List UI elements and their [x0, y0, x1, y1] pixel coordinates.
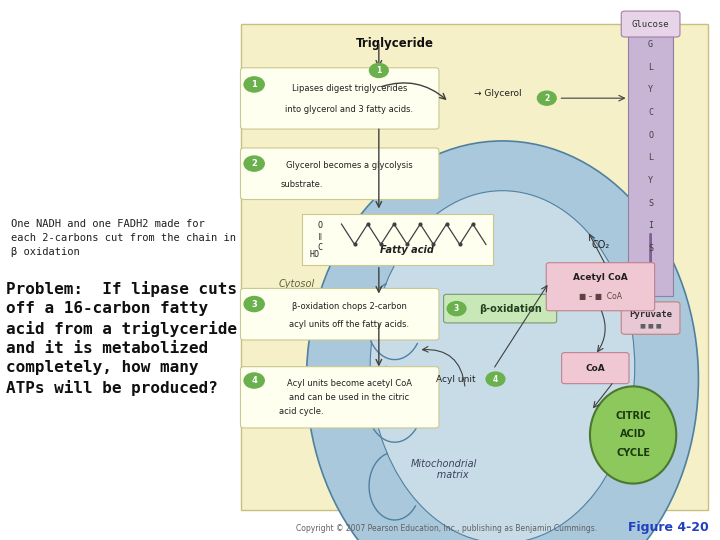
- Circle shape: [244, 156, 264, 171]
- Text: ‖: ‖: [318, 233, 322, 240]
- Text: Glucose: Glucose: [631, 19, 670, 29]
- Text: O: O: [648, 131, 653, 140]
- FancyBboxPatch shape: [621, 302, 680, 334]
- FancyBboxPatch shape: [621, 11, 680, 37]
- Text: 1: 1: [251, 80, 257, 89]
- Text: CoA: CoA: [585, 363, 606, 373]
- Text: 4: 4: [493, 375, 498, 383]
- Text: 3: 3: [454, 304, 459, 313]
- Text: C: C: [648, 108, 653, 117]
- Text: 1: 1: [377, 66, 382, 75]
- Ellipse shape: [307, 141, 698, 540]
- FancyBboxPatch shape: [240, 68, 439, 129]
- Text: HO: HO: [309, 250, 319, 259]
- Text: CYCLE: CYCLE: [616, 448, 650, 458]
- Text: Y: Y: [648, 176, 653, 185]
- Text: Mitochondrial
      matrix: Mitochondrial matrix: [410, 459, 477, 481]
- Text: 2: 2: [544, 93, 549, 103]
- Text: One NADH and one FADH2 made for
each 2-carbons cut from the chain in
β oxidation: One NADH and one FADH2 made for each 2-c…: [11, 219, 236, 256]
- Text: 4: 4: [251, 376, 257, 385]
- FancyBboxPatch shape: [444, 294, 557, 323]
- Text: ■ – ■  CoA: ■ – ■ CoA: [579, 292, 622, 301]
- Text: Copyright © 2007 Pearson Education, Inc., publishing as Benjamin Cummings.: Copyright © 2007 Pearson Education, Inc.…: [296, 524, 597, 532]
- Text: S: S: [648, 244, 653, 253]
- Text: ■ ■ ■: ■ ■ ■: [640, 323, 662, 328]
- Text: into glycerol and 3 fatty acids.: into glycerol and 3 fatty acids.: [285, 105, 413, 114]
- FancyBboxPatch shape: [240, 367, 439, 428]
- Text: Acyl units become acetyl CoA: Acyl units become acetyl CoA: [287, 379, 412, 388]
- Text: Problem:  If lipase cuts
off a 16-carbon fatty
acid from a triglyceride,
and it : Problem: If lipase cuts off a 16-carbon …: [6, 281, 246, 395]
- Circle shape: [369, 63, 388, 77]
- Text: Y: Y: [648, 85, 653, 94]
- Text: acid cycle.: acid cycle.: [279, 407, 324, 416]
- Text: S: S: [648, 199, 653, 208]
- Text: Acetyl CoA: Acetyl CoA: [573, 273, 628, 282]
- Text: ACID: ACID: [620, 429, 647, 439]
- Text: β-oxidation: β-oxidation: [480, 303, 542, 314]
- Circle shape: [244, 77, 264, 92]
- Text: Acyl unit: Acyl unit: [436, 375, 476, 383]
- Circle shape: [486, 372, 505, 386]
- Text: Cytosol: Cytosol: [279, 279, 315, 289]
- Text: Figure 4-20: Figure 4-20: [629, 521, 709, 534]
- Text: G: G: [648, 40, 653, 49]
- FancyBboxPatch shape: [302, 214, 493, 265]
- Text: acyl units off the fatty acids.: acyl units off the fatty acids.: [289, 320, 410, 329]
- Circle shape: [537, 91, 556, 105]
- FancyBboxPatch shape: [546, 263, 654, 311]
- Text: → Glycerol: → Glycerol: [474, 89, 522, 98]
- Text: CO₂: CO₂: [591, 240, 609, 251]
- Text: β-oxidation chops 2-carbon: β-oxidation chops 2-carbon: [292, 302, 407, 311]
- Text: 3: 3: [251, 300, 257, 308]
- Text: CITRIC: CITRIC: [615, 410, 651, 421]
- Ellipse shape: [370, 191, 635, 540]
- Text: O: O: [318, 221, 323, 230]
- Text: L: L: [648, 63, 653, 72]
- Text: L: L: [648, 153, 653, 163]
- Text: I: I: [648, 221, 653, 231]
- FancyBboxPatch shape: [562, 353, 629, 383]
- FancyBboxPatch shape: [240, 148, 439, 199]
- Text: substrate.: substrate.: [280, 180, 323, 189]
- Circle shape: [447, 301, 466, 315]
- FancyBboxPatch shape: [629, 36, 672, 296]
- Text: Triglyceride: Triglyceride: [356, 37, 434, 50]
- Text: Fatty acid: Fatty acid: [380, 245, 434, 254]
- Text: Lipases digest triglycerides: Lipases digest triglycerides: [292, 84, 407, 93]
- Ellipse shape: [590, 387, 676, 484]
- Circle shape: [244, 373, 264, 388]
- FancyBboxPatch shape: [241, 24, 708, 510]
- Text: 2: 2: [251, 159, 257, 168]
- Text: and can be used in the citric: and can be used in the citric: [289, 393, 410, 402]
- Circle shape: [244, 296, 264, 312]
- Text: Glycerol becomes a glycolysis: Glycerol becomes a glycolysis: [286, 161, 413, 171]
- Text: C: C: [318, 242, 323, 252]
- Text: Pyruvate: Pyruvate: [629, 309, 672, 319]
- FancyBboxPatch shape: [240, 288, 439, 340]
